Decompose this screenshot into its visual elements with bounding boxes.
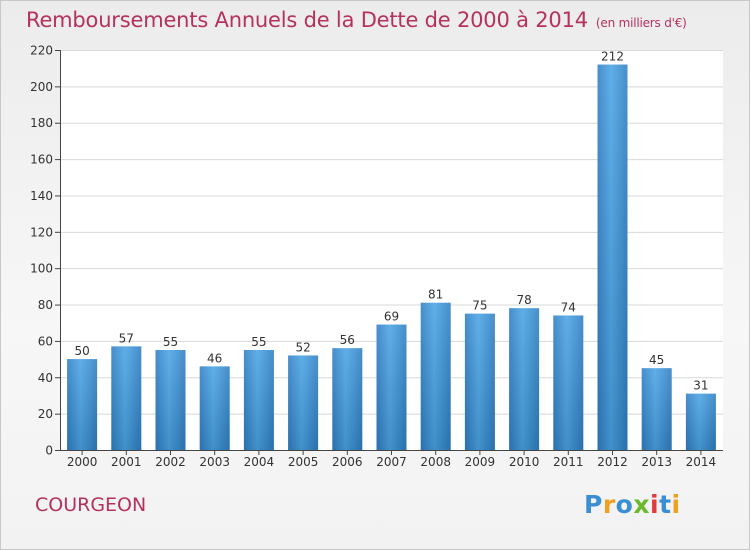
- y-tick-label: 140: [30, 189, 53, 203]
- x-tick-label: 2008: [420, 455, 451, 469]
- x-tick-label: 2007: [376, 455, 407, 469]
- x-tick-label: 2005: [288, 455, 319, 469]
- bar-value-label: 55: [163, 335, 178, 349]
- proxiti-logo: Proxiti: [584, 490, 681, 519]
- logo-letter: i: [650, 490, 660, 519]
- y-tick-label: 40: [38, 371, 53, 385]
- bar-value-label: 50: [74, 344, 89, 358]
- logo-letter: o: [615, 490, 634, 519]
- y-tick-label: 80: [38, 298, 53, 312]
- x-tick-label: 2001: [111, 455, 142, 469]
- bar-value-label: 212: [601, 50, 624, 64]
- x-tick-label: 2000: [67, 455, 98, 469]
- x-tick-label: 2010: [509, 455, 540, 469]
- bar-value-label: 75: [472, 299, 487, 313]
- bar-shade: [332, 348, 363, 450]
- chart-title-text: Remboursements Annuels de la Dette de 20…: [26, 8, 588, 32]
- x-tick-label: 2003: [199, 455, 230, 469]
- chart-unit-note: (en milliers d'€): [595, 16, 687, 30]
- bar-series: 50 57 55 46 55 52 56 69 81 75 78 74 212 45 31: [67, 50, 716, 450]
- bar-value-label: 74: [561, 300, 576, 314]
- logo-letter: t: [659, 490, 672, 519]
- x-tick-label: 2013: [641, 455, 672, 469]
- bar-shade: [199, 366, 230, 450]
- bar-value-label: 56: [340, 333, 355, 347]
- bar-shade: [464, 313, 495, 450]
- y-tick-label: 100: [30, 262, 53, 276]
- bar-shade: [243, 350, 274, 450]
- bar-shade: [509, 308, 540, 450]
- y-tick-label: 0: [45, 444, 53, 458]
- logo-letter: x: [633, 490, 650, 519]
- bar-value-label: 69: [384, 310, 399, 324]
- logo-letter: r: [602, 490, 616, 519]
- bar-shade: [67, 359, 98, 450]
- bar-shade: [685, 393, 716, 450]
- bar-shade: [288, 355, 319, 450]
- x-tick-label: 2014: [686, 455, 717, 469]
- x-tick-label: 2006: [332, 455, 363, 469]
- bar-shade: [641, 368, 672, 450]
- x-tick-label: 2002: [155, 455, 186, 469]
- x-tick-label: 2012: [597, 455, 628, 469]
- bar-value-label: 45: [649, 353, 664, 367]
- y-tick-label: 60: [38, 334, 53, 348]
- x-tick-label: 2004: [244, 455, 275, 469]
- bar-shade: [111, 346, 142, 450]
- chart-title: Remboursements Annuels de la Dette de 20…: [26, 8, 726, 32]
- y-tick-label: 160: [30, 153, 53, 167]
- y-tick-label: 200: [30, 80, 53, 94]
- bar-value-label: 31: [693, 379, 708, 393]
- axes: 0 20 40 60 80 100 120 140 160 180 200 220 2000 2001 20…: [30, 44, 723, 469]
- bar-shade: [376, 324, 407, 450]
- y-tick-label: 120: [30, 225, 53, 239]
- x-tick-label: 2011: [553, 455, 584, 469]
- bar-value-label: 57: [119, 331, 134, 345]
- bar-value-label: 55: [251, 335, 266, 349]
- bar-shade: [155, 350, 186, 450]
- logo-letter: i: [671, 490, 681, 519]
- bar-value-label: 78: [516, 293, 531, 307]
- bar-value-label: 52: [295, 340, 310, 354]
- bar-shade: [597, 64, 628, 450]
- logo-letter: P: [584, 490, 603, 519]
- bar-value-label: 81: [428, 288, 443, 302]
- bar-shade: [553, 315, 584, 450]
- x-tick-label: 2009: [465, 455, 496, 469]
- commune-name: COURGEON: [35, 494, 147, 516]
- bar-value-label: 46: [207, 351, 222, 365]
- bar-shade: [420, 302, 451, 450]
- y-tick-label: 180: [30, 116, 53, 130]
- y-tick-label: 20: [38, 407, 53, 421]
- y-tick-label: 220: [30, 44, 53, 58]
